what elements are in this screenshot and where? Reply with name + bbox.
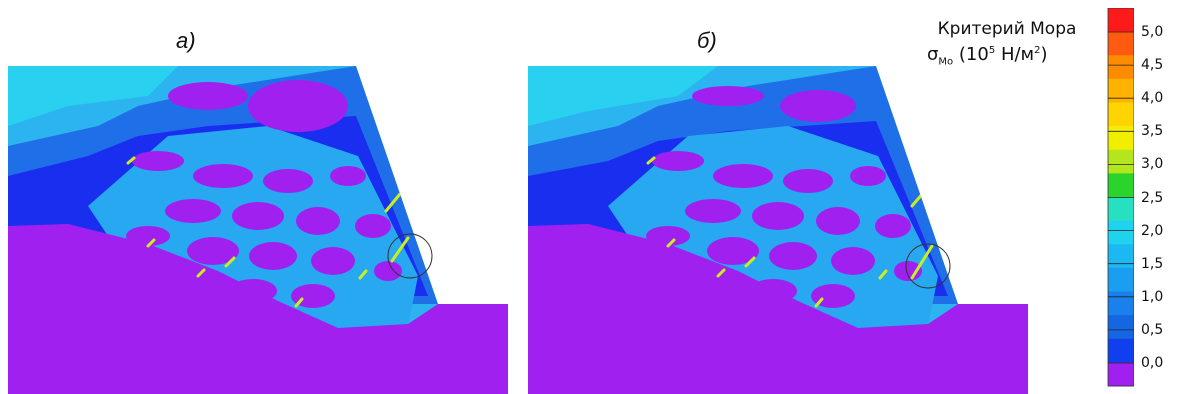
highlight-circle-a [387, 233, 433, 279]
colorbar [1107, 8, 1134, 387]
colorbar-segment [1108, 55, 1134, 80]
legend-unit-exponent: 5 [988, 45, 996, 56]
legend-symbol-subscript: Mo [938, 56, 954, 68]
lower-rock-mass [528, 224, 1028, 394]
colorbar-segment [1108, 338, 1134, 363]
colorbar-tick-label: 4,0 [1141, 90, 1164, 107]
colorbar-segment [1108, 78, 1134, 103]
colorbar-tick-label: 2,5 [1141, 189, 1164, 206]
colorbar-segment [1108, 315, 1134, 340]
stress-field-svg-a [8, 66, 508, 394]
colorbar-segment [1108, 149, 1134, 174]
colorbar-tick-label: 1,5 [1141, 255, 1164, 272]
colorbar-segment [1108, 126, 1134, 151]
joint-highlights [126, 156, 410, 308]
colorbar-tick-label: 3,5 [1141, 123, 1164, 140]
colorbar-segment [1108, 244, 1134, 269]
colorbar-segment [1108, 102, 1134, 127]
colorbar-segment [1108, 362, 1134, 387]
colorbar-segment [1108, 197, 1134, 222]
colorbar-segment [1108, 8, 1134, 33]
colorbar-segment [1108, 31, 1134, 56]
stress-field-panel-b [528, 66, 1028, 394]
colorbar-segment [1108, 220, 1134, 245]
colorbar-tick-label: 1,0 [1141, 288, 1164, 305]
colorbar-tick-label: 3,0 [1141, 156, 1164, 173]
joint-highlights [646, 156, 934, 308]
legend-unit-prefix: (10 [958, 44, 989, 65]
panel-label-a: а) [176, 28, 196, 53]
colorbar-segment [1108, 291, 1134, 316]
colorbar-border [1107, 8, 1134, 387]
legend-title: Критерий Мора [937, 19, 1077, 39]
colorbar-segment [1108, 267, 1134, 292]
panel-label-b: б) [697, 28, 717, 53]
stress-field-svg-b [528, 66, 1028, 394]
legend-quantity: σMo (105 Н/м2) [927, 44, 1048, 68]
upper-left-cyan-zone [8, 66, 178, 126]
stress-field-panel-a [8, 66, 508, 394]
colorbar-tick-label: 0,0 [1141, 355, 1164, 371]
colorbar-tick-label: 4,5 [1141, 57, 1164, 74]
legend-unit-suffix: Н/м [995, 44, 1035, 65]
colorbar-tick-label: 2,0 [1141, 222, 1164, 239]
purple-lenses [126, 80, 402, 308]
legend-unit-suffix-exponent: 2 [1034, 45, 1041, 56]
highlight-circle-b [905, 243, 951, 289]
colorbar-tick-label: 0,5 [1141, 321, 1164, 338]
upper-left-cyan-zone [528, 66, 718, 126]
colorbar-segment [1108, 173, 1134, 198]
legend-symbol-sigma: σ [927, 44, 939, 65]
legend-unit-close: ) [1040, 44, 1048, 65]
lower-rock-mass [8, 224, 508, 394]
colorbar-tick-label: 5,0 [1141, 24, 1164, 40]
